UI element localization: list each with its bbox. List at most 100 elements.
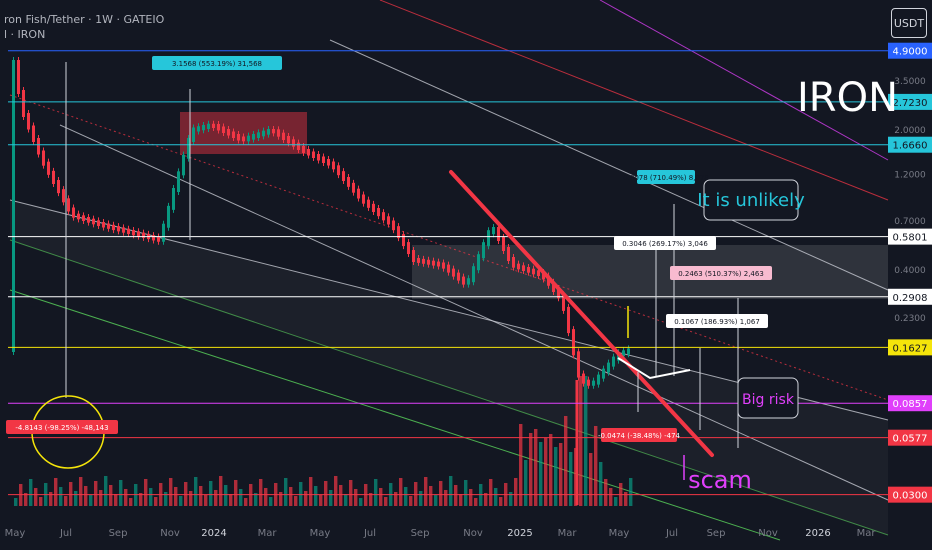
candle[interactable] — [597, 374, 600, 385]
candle[interactable] — [567, 306, 570, 334]
candle[interactable] — [347, 177, 350, 187]
candle[interactable] — [37, 138, 40, 155]
candle[interactable] — [27, 113, 30, 130]
candle[interactable] — [342, 171, 345, 181]
candle[interactable] — [472, 266, 475, 283]
candle[interactable] — [12, 60, 15, 352]
candle[interactable] — [352, 182, 355, 193]
candle[interactable] — [217, 124, 220, 131]
symbol-line[interactable]: ron Fish/Tether · 1W · GATEIO — [4, 13, 165, 26]
candle[interactable] — [52, 170, 55, 184]
candle[interactable] — [542, 272, 545, 280]
candle[interactable] — [107, 223, 110, 229]
candle[interactable] — [507, 247, 510, 261]
candle[interactable] — [112, 224, 115, 231]
candle[interactable] — [282, 132, 285, 140]
candle[interactable] — [562, 294, 565, 311]
candle[interactable] — [122, 227, 125, 233]
candle[interactable] — [22, 90, 25, 117]
candle[interactable] — [302, 146, 305, 153]
candle[interactable] — [162, 223, 165, 242]
candle[interactable] — [412, 250, 415, 262]
candle[interactable] — [452, 268, 455, 277]
candle[interactable] — [532, 268, 535, 275]
candle[interactable] — [252, 134, 255, 140]
candle[interactable] — [47, 161, 50, 175]
candle[interactable] — [502, 237, 505, 251]
candle[interactable] — [87, 217, 90, 223]
candle[interactable] — [397, 226, 400, 239]
candle[interactable] — [172, 188, 175, 210]
candle[interactable] — [57, 180, 60, 194]
candle[interactable] — [417, 258, 420, 263]
candle[interactable] — [227, 129, 230, 136]
candle[interactable] — [587, 379, 590, 386]
candle[interactable] — [447, 264, 450, 273]
candle[interactable] — [292, 139, 295, 147]
candle[interactable] — [117, 226, 120, 232]
candle[interactable] — [237, 134, 240, 141]
candle[interactable] — [257, 132, 260, 138]
candle[interactable] — [287, 136, 290, 144]
candle[interactable] — [177, 171, 180, 192]
candle[interactable] — [267, 129, 270, 135]
candle[interactable] — [212, 123, 215, 128]
candle[interactable] — [487, 230, 490, 247]
candle[interactable] — [337, 165, 340, 176]
measure-label-box[interactable] — [601, 428, 677, 442]
candle[interactable] — [407, 242, 410, 255]
candle[interactable] — [497, 227, 500, 241]
candle[interactable] — [82, 215, 85, 221]
candle[interactable] — [72, 207, 75, 218]
candle[interactable] — [382, 212, 385, 221]
candle[interactable] — [612, 356, 615, 367]
candle[interactable] — [232, 131, 235, 139]
channel-line-lower[interactable] — [9, 289, 781, 541]
candle[interactable] — [67, 198, 70, 212]
candle[interactable] — [422, 258, 425, 264]
candle[interactable] — [92, 218, 95, 225]
candle[interactable] — [552, 281, 555, 292]
candle[interactable] — [627, 348, 630, 355]
candle[interactable] — [317, 154, 320, 161]
candle[interactable] — [402, 234, 405, 247]
candle[interactable] — [427, 259, 430, 265]
candle[interactable] — [272, 129, 275, 134]
candle[interactable] — [362, 194, 365, 204]
candle[interactable] — [442, 262, 445, 269]
candle[interactable] — [77, 213, 80, 220]
candle[interactable] — [62, 189, 65, 203]
candle[interactable] — [607, 362, 610, 373]
candle[interactable] — [17, 60, 20, 94]
candle[interactable] — [622, 350, 625, 357]
candle[interactable] — [367, 199, 370, 208]
callout-box[interactable] — [737, 377, 799, 419]
candle[interactable] — [492, 227, 495, 235]
candle[interactable] — [152, 235, 155, 241]
descending-trendline[interactable] — [449, 170, 714, 457]
candle[interactable] — [242, 136, 245, 142]
candle[interactable] — [102, 222, 105, 228]
currency-button[interactable]: USDT — [891, 8, 927, 38]
measure-label-box[interactable] — [614, 236, 716, 250]
candle[interactable] — [432, 260, 435, 266]
candle[interactable] — [602, 368, 605, 379]
candle[interactable] — [277, 129, 280, 137]
candle[interactable] — [522, 265, 525, 271]
candle[interactable] — [182, 154, 185, 176]
measure-label-box[interactable] — [670, 266, 772, 280]
candle[interactable] — [392, 220, 395, 231]
candle[interactable] — [357, 188, 360, 199]
candle[interactable] — [127, 228, 130, 234]
candle[interactable] — [577, 351, 580, 378]
candle[interactable] — [202, 125, 205, 131]
candle[interactable] — [132, 229, 135, 236]
candle[interactable] — [537, 270, 540, 276]
candle[interactable] — [42, 150, 45, 166]
candle[interactable] — [592, 380, 595, 386]
candle[interactable] — [582, 373, 585, 384]
candle[interactable] — [372, 203, 375, 212]
candle[interactable] — [437, 261, 440, 267]
candle[interactable] — [32, 125, 35, 143]
